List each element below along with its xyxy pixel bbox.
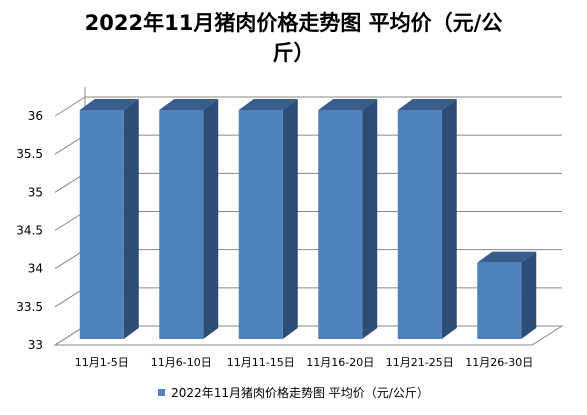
chart-legend: 2022年11月猪肉价格走势图 平均价（元/公斤） [0, 384, 587, 401]
y-tick-label: 34.5 [16, 224, 43, 238]
y-tick-label: 36 [28, 109, 43, 123]
x-tick-label: 11月11-15日 [227, 356, 295, 369]
bar-side [441, 99, 457, 339]
chart-title-line-2: 斤） [272, 41, 315, 65]
y-tick-label: 33.5 [16, 300, 43, 314]
bar-top [397, 99, 457, 110]
bar-side [521, 251, 537, 339]
bar [477, 262, 522, 339]
y-tick-label: 33 [28, 338, 43, 352]
chart-title-line-1: 2022年11月猪肉价格走势图 平均价（元/公 [84, 11, 503, 35]
bar-top [477, 251, 537, 263]
bar [397, 110, 442, 339]
x-tick-label: 11月21-25日 [386, 356, 454, 369]
chart-title: 2022年11月猪肉价格走势图 平均价（元/公 斤） [0, 8, 587, 68]
y-tick-label: 34 [28, 262, 43, 276]
legend-label: 2022年11月猪肉价格走势图 平均价（元/公斤） [171, 386, 429, 400]
bar-top [159, 99, 219, 110]
bar-side [282, 99, 298, 339]
legend-swatch [158, 389, 166, 396]
y-tick-label: 35 [28, 185, 43, 199]
x-tick-label: 11月6-10日 [151, 356, 212, 369]
y-tick-label: 35.5 [16, 147, 43, 161]
bar-top [238, 99, 298, 110]
gridline-side [54, 96, 86, 117]
bar [238, 110, 283, 339]
bar [159, 110, 204, 339]
bar [79, 110, 124, 339]
x-tick-label: 11月26-30日 [465, 356, 533, 369]
bar-top [79, 99, 139, 110]
bar-side [362, 99, 378, 339]
bar-top [318, 99, 378, 110]
bar-side [203, 99, 219, 339]
bar-side [123, 99, 139, 339]
x-tick-label: 11月16-20日 [306, 356, 374, 369]
bar [318, 110, 363, 339]
x-tick-label: 11月1-5日 [75, 356, 129, 369]
